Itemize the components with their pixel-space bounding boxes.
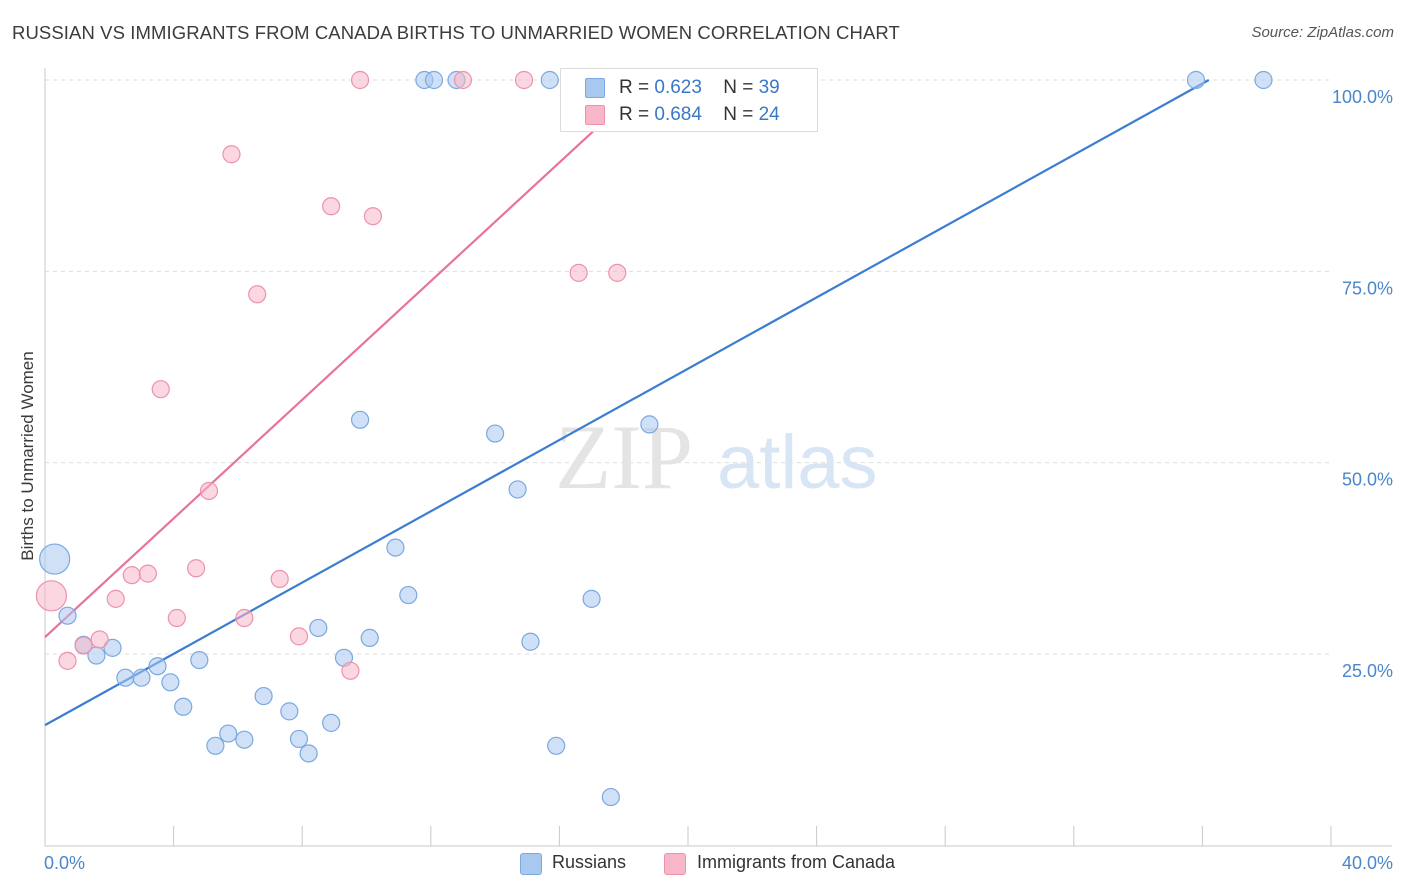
point-russians xyxy=(299,744,318,763)
legend-swatch-blue xyxy=(585,78,605,98)
point-canada xyxy=(138,564,157,583)
point-canada xyxy=(248,285,267,304)
point-canada xyxy=(222,145,241,164)
legend-r-label: R = xyxy=(619,104,655,125)
point-canada xyxy=(363,207,383,226)
watermark-zip: ZIP xyxy=(555,406,693,508)
point-russians xyxy=(254,686,273,706)
point-canada xyxy=(106,589,125,608)
y-tick-label: 100.0% xyxy=(1332,87,1393,107)
point-canada xyxy=(350,70,370,90)
point-russians xyxy=(206,736,225,755)
point-russians xyxy=(486,424,505,443)
trend-lines xyxy=(44,79,1210,727)
point-russians xyxy=(640,415,659,434)
legend-label-canada: Immigrants from Canada xyxy=(697,852,896,872)
point-russians xyxy=(582,589,601,608)
point-canada xyxy=(58,651,77,670)
point-russians xyxy=(39,543,71,575)
legend-r-label: R = xyxy=(619,77,655,98)
point-russians xyxy=(309,618,328,638)
legend-n-label: N = xyxy=(723,104,759,125)
point-canada xyxy=(74,636,93,655)
point-canada xyxy=(187,559,206,578)
point-russians xyxy=(132,668,151,687)
source-label: Source: ZipAtlas.com xyxy=(1251,24,1394,41)
point-russians xyxy=(174,697,193,716)
point-canada xyxy=(199,481,219,501)
point-canada xyxy=(270,569,289,589)
gridlines xyxy=(45,79,1331,655)
point-russians xyxy=(360,628,379,648)
legend-swatch-pink xyxy=(585,105,605,125)
point-russians xyxy=(190,650,209,670)
stats-legend: R = 0.623 N = 39 R = 0.684 N = 24 xyxy=(560,68,818,132)
point-canada xyxy=(608,263,627,282)
tick-labels: 25.0% 50.0% 75.0% 100.0% 0.0% 40.0% xyxy=(44,87,1393,873)
legend-row-russians: R = 0.623 N = 39 xyxy=(585,77,780,99)
point-russians xyxy=(508,480,527,499)
point-canada xyxy=(453,70,473,90)
point-russians xyxy=(1254,70,1273,90)
y-tick-label: 50.0% xyxy=(1342,470,1393,490)
point-russians xyxy=(322,713,341,732)
y-tick-label: 25.0% xyxy=(1342,661,1393,681)
legend-r-value: 0.623 xyxy=(654,77,702,98)
point-russians xyxy=(148,657,167,676)
point-russians xyxy=(521,632,540,651)
point-russians xyxy=(235,730,254,749)
point-russians xyxy=(540,70,559,90)
point-russians xyxy=(161,673,180,692)
point-canada xyxy=(322,197,341,216)
point-canada xyxy=(35,580,68,612)
x-tick-label: 0.0% xyxy=(44,853,85,873)
point-russians xyxy=(1186,70,1206,90)
y-tick-label: 75.0% xyxy=(1342,278,1393,298)
point-canada xyxy=(569,263,588,282)
axes xyxy=(44,68,1392,847)
point-russians xyxy=(424,70,444,90)
point-russians xyxy=(547,736,566,755)
point-russians xyxy=(219,724,238,743)
trend-line-russians xyxy=(44,79,1210,727)
point-canada xyxy=(90,630,109,649)
point-canada xyxy=(167,608,186,628)
point-russians xyxy=(58,606,77,625)
legend-r-value: 0.684 xyxy=(654,104,702,125)
point-canada xyxy=(514,70,534,90)
legend-row-canada: R = 0.684 N = 24 xyxy=(585,104,780,126)
point-russians xyxy=(116,668,135,687)
point-russians xyxy=(601,787,620,807)
x-tick-label: 40.0% xyxy=(1342,853,1393,873)
point-russians xyxy=(350,410,370,429)
legend-label-russians: Russians xyxy=(552,852,627,872)
point-russians xyxy=(289,729,309,749)
point-canada xyxy=(341,661,360,680)
chart-title: RUSSIAN VS IMMIGRANTS FROM CANADA BIRTHS… xyxy=(12,22,900,43)
point-russians xyxy=(399,585,418,605)
y-axis-label: Births to Unmarried Women xyxy=(18,351,37,560)
legend-swatch-russians xyxy=(520,853,542,875)
legend-n-label: N = xyxy=(723,77,759,98)
legend-n-value: 24 xyxy=(758,104,780,125)
point-russians xyxy=(280,702,299,721)
point-russians xyxy=(386,538,405,557)
trend-line-canada xyxy=(44,108,619,638)
point-russians xyxy=(103,638,122,657)
legend-swatch-canada xyxy=(664,853,686,875)
point-canada xyxy=(289,627,309,646)
legend-n-value: 39 xyxy=(758,77,780,98)
point-canada xyxy=(122,566,141,585)
watermark-atlas: atlas xyxy=(717,420,878,505)
point-canada xyxy=(235,608,254,628)
point-canada xyxy=(151,380,170,399)
